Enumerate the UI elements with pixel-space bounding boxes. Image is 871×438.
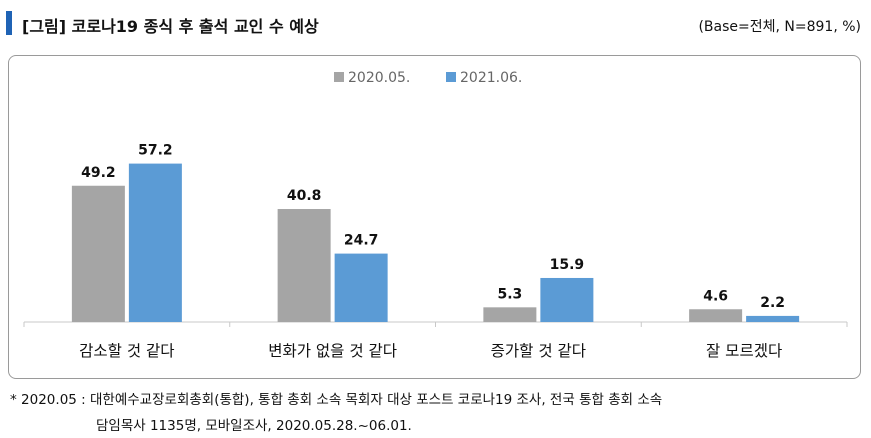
data-label-2-2: 24.7: [344, 233, 379, 249]
category-label-3: 증가할 것 같다: [491, 342, 586, 360]
bar-1-3: [483, 307, 537, 322]
category-label-2: 변화가 없을 것 같다: [268, 342, 397, 360]
data-label-1-1: 49.2: [81, 165, 116, 181]
chart-frame: 2020.05. 2021.06. 49.2 57.2 감소할 것 같다 40.8 24.7…: [8, 55, 861, 379]
bar-2-2: [334, 253, 388, 322]
legend-swatch-1: [334, 72, 344, 82]
bar-2-4: [746, 315, 800, 322]
data-label-2-4: 2.2: [760, 295, 785, 311]
bar-1-4: [689, 309, 743, 322]
data-label-1-4: 4.6: [703, 288, 728, 304]
data-label-1-2: 40.8: [287, 188, 322, 204]
data-label-2-1: 57.2: [138, 143, 173, 159]
legend-label-1: 2020.05.: [348, 70, 410, 86]
figure-title: [그림] 코로나19 종식 후 출석 교인 수 예상: [22, 17, 319, 36]
legend-swatch-2: [446, 72, 456, 82]
category-label-4: 잘 모르겠다: [706, 342, 782, 360]
footnote-line-1: * 2020.05 : 대한예수교장로회총회(통합), 통합 총회 소속 목회자…: [10, 392, 663, 408]
base-note: (Base=전체, N=891, %): [698, 19, 861, 35]
bar-2-1: [128, 163, 182, 322]
data-label-1-3: 5.3: [497, 286, 522, 302]
legend-label-2: 2021.06.: [460, 70, 522, 86]
category-label-1: 감소할 것 같다: [79, 342, 174, 360]
bar-1-1: [71, 185, 125, 322]
title-accent-bar: [6, 11, 12, 35]
bar-1-2: [277, 209, 331, 322]
footnote-line-2: 담임목사 1135명, 모바일조사, 2020.05.28.~06.01.: [96, 418, 412, 434]
bar-2-3: [540, 277, 594, 322]
figure-header: [그림] 코로나19 종식 후 출석 교인 수 예상 (Base=전체, N=8…: [0, 0, 871, 48]
bar-chart: 2020.05. 2021.06. 49.2 57.2 감소할 것 같다 40.8 24.7…: [23, 70, 848, 360]
data-label-2-3: 15.9: [550, 257, 585, 273]
